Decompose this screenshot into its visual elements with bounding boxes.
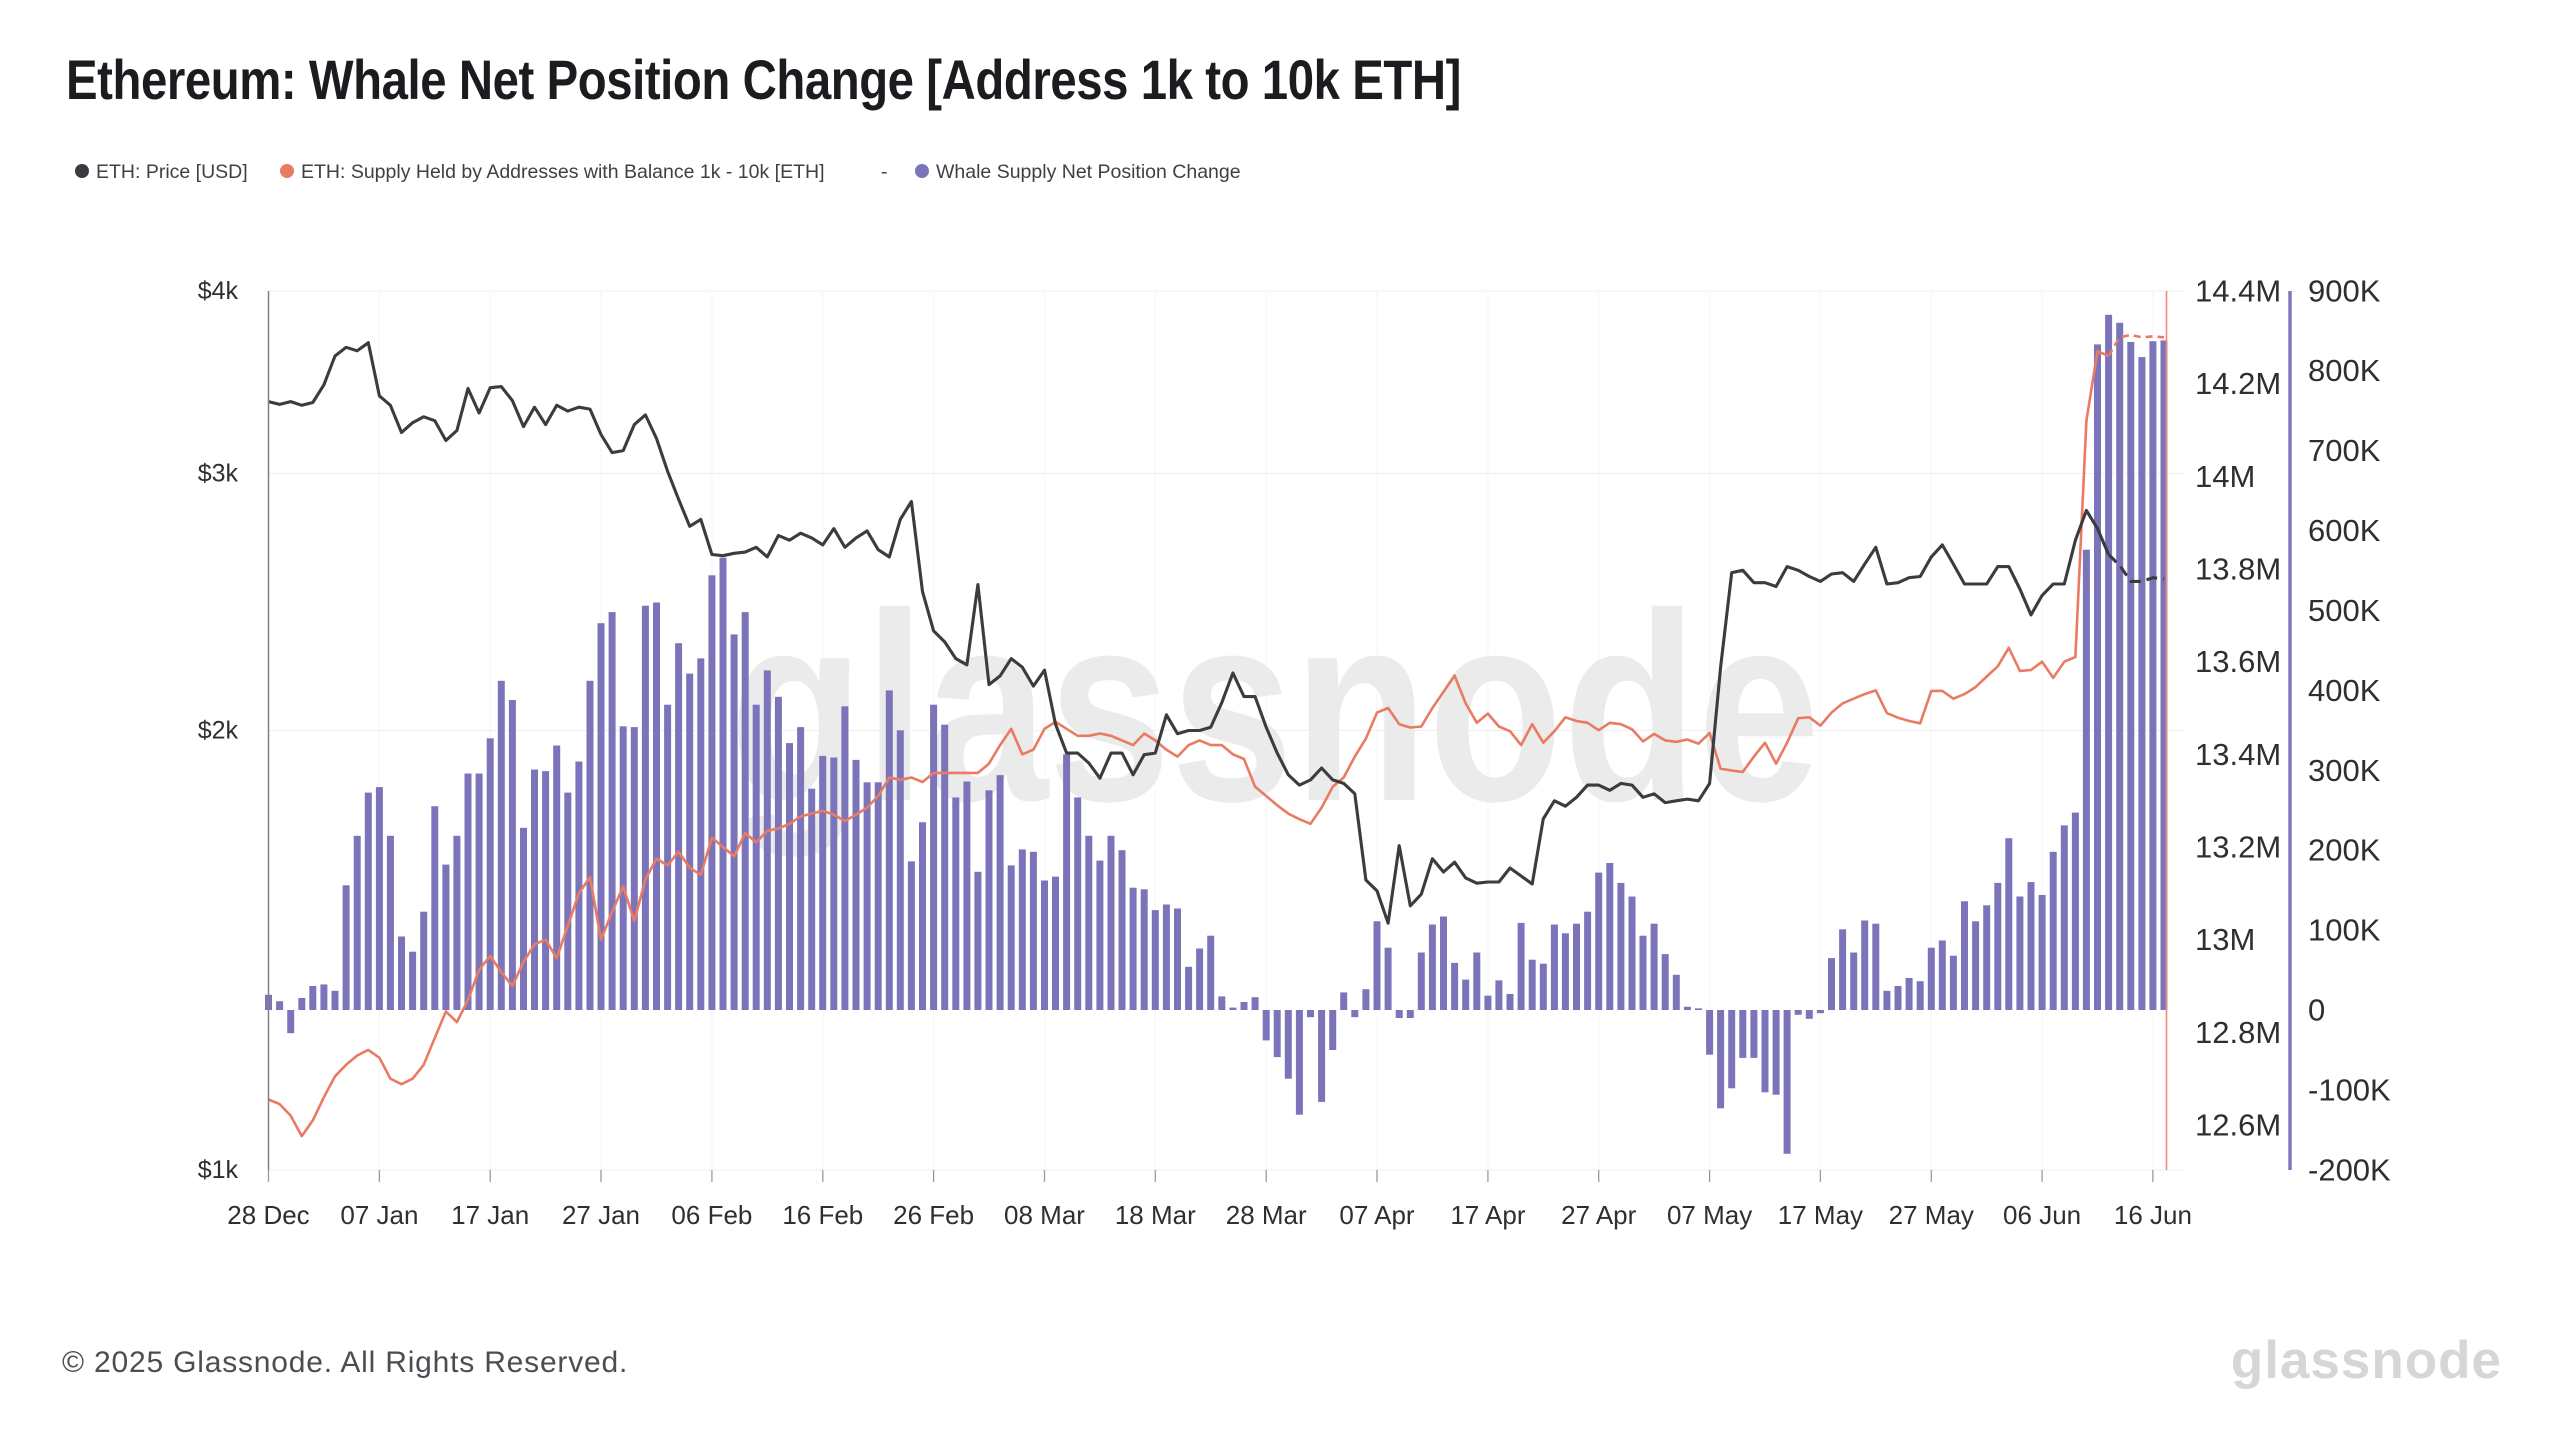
svg-text:27 May: 27 May xyxy=(1889,1200,1974,1230)
svg-text:27 Apr: 27 Apr xyxy=(1561,1200,1637,1230)
svg-text:$2k: $2k xyxy=(198,717,239,745)
svg-text:27 Jan: 27 Jan xyxy=(562,1200,640,1230)
svg-text:28 Mar: 28 Mar xyxy=(1226,1200,1307,1230)
svg-text:13.4M: 13.4M xyxy=(2195,737,2281,772)
svg-text:16 Feb: 16 Feb xyxy=(782,1200,863,1230)
svg-text:17 Jan: 17 Jan xyxy=(451,1200,529,1230)
svg-text:300K: 300K xyxy=(2308,753,2381,788)
svg-text:-200K: -200K xyxy=(2308,1152,2391,1187)
svg-text:16 Jun: 16 Jun xyxy=(2114,1200,2192,1230)
svg-text:17 May: 17 May xyxy=(1778,1200,1863,1230)
svg-text:13.6M: 13.6M xyxy=(2195,644,2281,679)
svg-text:glassnode: glassnode xyxy=(729,559,1820,858)
svg-text:0: 0 xyxy=(2308,993,2325,1028)
svg-text:500K: 500K xyxy=(2308,593,2381,628)
svg-text:$4k: $4k xyxy=(198,277,239,305)
svg-text:07 May: 07 May xyxy=(1667,1200,1752,1230)
svg-text:200K: 200K xyxy=(2308,833,2381,868)
svg-text:900K: 900K xyxy=(2308,273,2381,308)
svg-text:100K: 100K xyxy=(2308,913,2381,948)
svg-text:13M: 13M xyxy=(2195,922,2255,957)
svg-text:17 Apr: 17 Apr xyxy=(1450,1200,1526,1230)
svg-text:12.8M: 12.8M xyxy=(2195,1015,2281,1050)
svg-text:28 Dec: 28 Dec xyxy=(227,1200,309,1230)
svg-text:400K: 400K xyxy=(2308,673,2381,708)
svg-text:06 Jun: 06 Jun xyxy=(2003,1200,2081,1230)
svg-text:800K: 800K xyxy=(2308,353,2381,388)
svg-text:700K: 700K xyxy=(2308,433,2381,468)
svg-text:14.2M: 14.2M xyxy=(2195,366,2281,401)
svg-text:14M: 14M xyxy=(2195,459,2255,494)
svg-text:07 Apr: 07 Apr xyxy=(1339,1200,1415,1230)
svg-text:14.4M: 14.4M xyxy=(2195,274,2281,309)
svg-text:26 Feb: 26 Feb xyxy=(893,1200,974,1230)
svg-text:06 Feb: 06 Feb xyxy=(671,1200,752,1230)
svg-text:600K: 600K xyxy=(2308,513,2381,548)
svg-text:18 Mar: 18 Mar xyxy=(1115,1200,1196,1230)
svg-text:07 Jan: 07 Jan xyxy=(340,1200,418,1230)
svg-text:-100K: -100K xyxy=(2308,1072,2391,1107)
svg-text:$3k: $3k xyxy=(198,459,239,487)
svg-text:08 Mar: 08 Mar xyxy=(1004,1200,1085,1230)
svg-text:$1k: $1k xyxy=(198,1156,239,1184)
svg-text:13.8M: 13.8M xyxy=(2195,552,2281,587)
svg-text:13.2M: 13.2M xyxy=(2195,830,2281,865)
svg-text:12.6M: 12.6M xyxy=(2195,1108,2281,1143)
